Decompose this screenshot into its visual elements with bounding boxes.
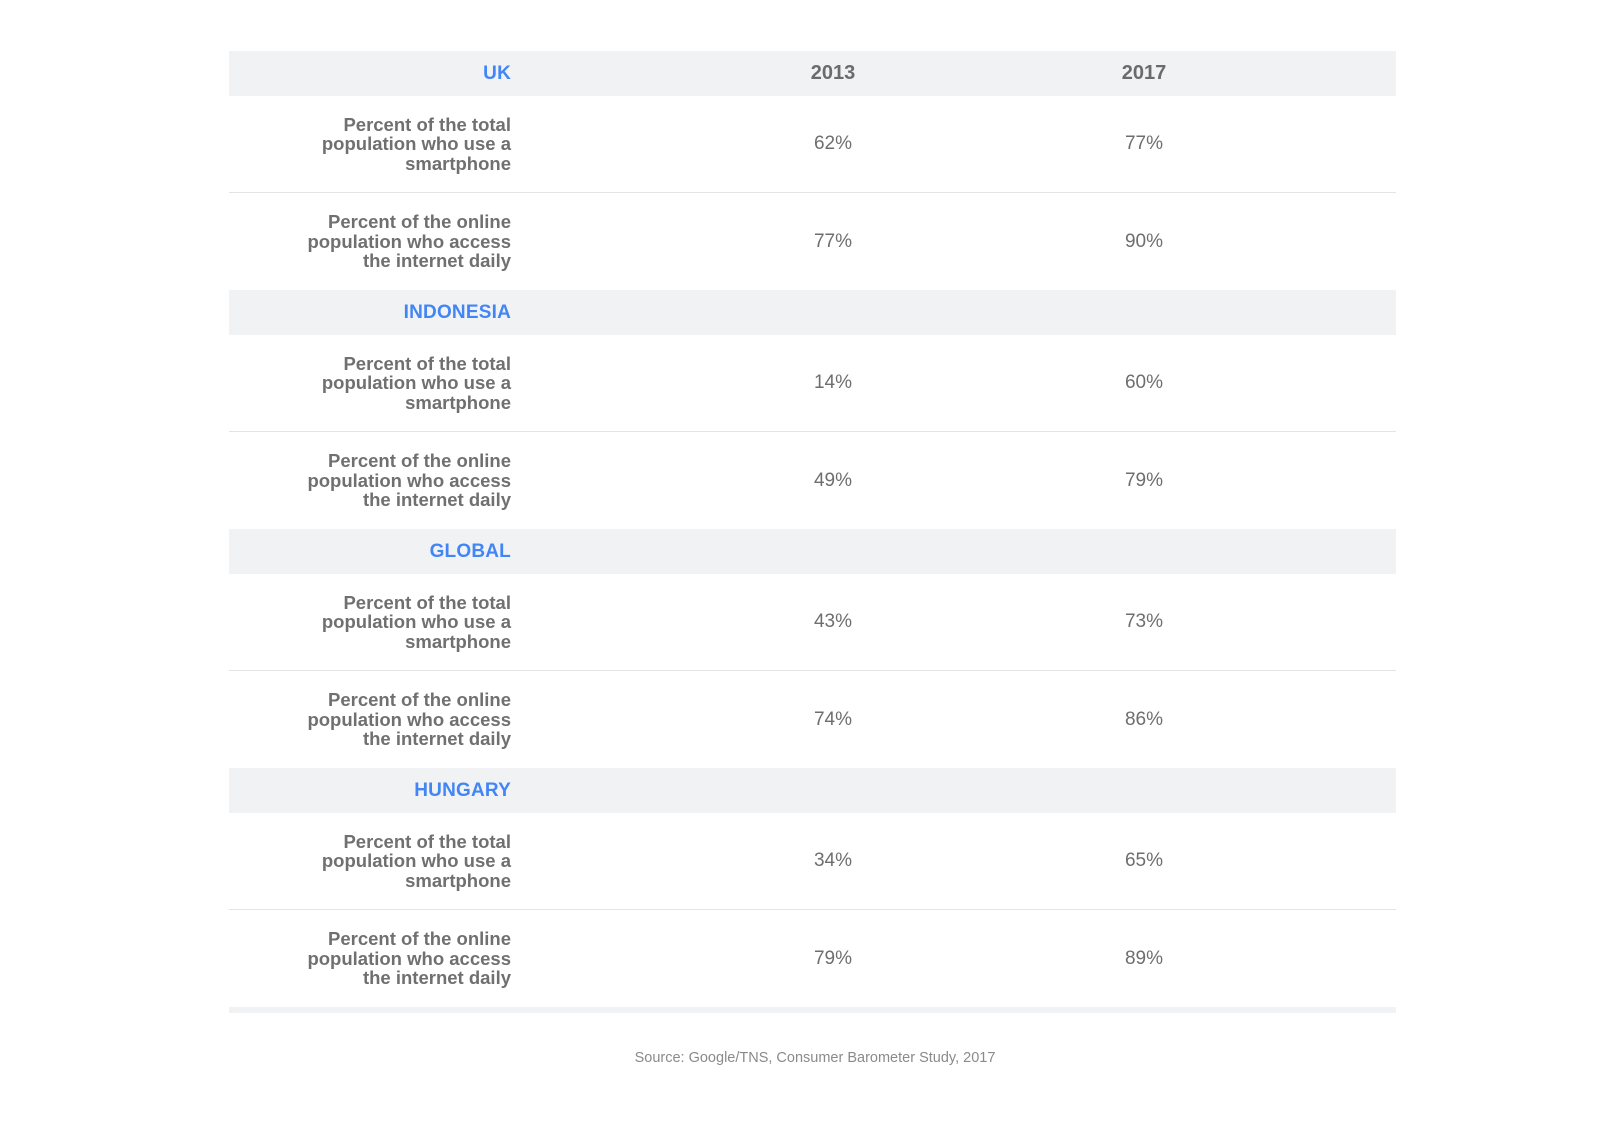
metric-label: Percent of the online population who acce… <box>229 929 511 988</box>
column-header-year: 2017 <box>1121 62 1167 84</box>
value-cell: 89% <box>1124 947 1164 969</box>
metric-label: Percent of the online population who acce… <box>229 690 511 749</box>
metric-label-line: population who use a <box>321 372 511 394</box>
metric-label-line: Percent of the online <box>328 211 511 233</box>
value-cell: 43% <box>813 611 853 632</box>
value-cell: 90% <box>1124 230 1164 252</box>
value-cell: 34% <box>813 850 853 871</box>
table-row: Percent of the total population who use a… <box>229 813 1396 910</box>
metric-label-line: population who use a <box>321 133 511 155</box>
section-header-row: HUNGARY <box>229 768 1396 813</box>
value-cell: 86% <box>1124 708 1164 730</box>
value-cell: 14% <box>813 372 853 393</box>
metric-label: Percent of the total population who use a… <box>229 354 511 413</box>
value-cell: 49% <box>813 469 853 491</box>
data-table: UK 2013 2017 Percent of the total population… <box>229 51 1396 1013</box>
region-label: UK <box>483 62 511 84</box>
table-row: Percent of the total population who use a… <box>229 574 1396 671</box>
metric-label-line: population who use a <box>321 850 511 872</box>
table-row: Percent of the total population who use a… <box>229 335 1396 432</box>
metric-label-line: population who use a <box>321 611 511 633</box>
table-row: Percent of the total population who use a… <box>229 96 1396 193</box>
metric-label: Percent of the online population who acce… <box>229 451 511 510</box>
value-cell: 60% <box>1124 372 1164 393</box>
value-cell: 74% <box>813 708 853 730</box>
metric-label: Percent of the total population who use a… <box>229 832 511 891</box>
region-label: HUNGARY <box>414 779 511 801</box>
metric-label-line: the internet daily <box>362 967 511 989</box>
metric-label-line: population who access <box>307 947 511 969</box>
table-row: Percent of the online population who acce… <box>229 910 1396 1007</box>
metric-label-line: Percent of the online <box>328 450 511 472</box>
table-row: Percent of the online population who acce… <box>229 671 1396 768</box>
metric-label: Percent of the total population who use a… <box>229 115 511 174</box>
table-bottom-bar <box>229 1007 1396 1013</box>
region-label: INDONESIA <box>403 301 511 323</box>
metric-label-line: population who access <box>307 708 511 730</box>
metric-label-line: the internet daily <box>362 250 511 272</box>
column-header-year: 2013 <box>810 62 856 84</box>
metric-label-line: population who access <box>307 230 511 252</box>
region-label: GLOBAL <box>429 540 511 562</box>
value-cell: 62% <box>813 133 853 154</box>
metric-label-line: Percent of the total <box>343 352 511 374</box>
metric-label-line: smartphone <box>405 152 511 174</box>
source-note: Source: Google/TNS, Consumer Barometer S… <box>634 1050 996 1066</box>
metric-label-line: Percent of the total <box>343 113 511 135</box>
section-header-row: UK 2013 2017 <box>229 51 1396 96</box>
value-cell: 73% <box>1124 611 1164 632</box>
section-header-row: INDONESIA <box>229 290 1396 335</box>
metric-label: Percent of the total population who use a… <box>229 593 511 652</box>
section-header-row: GLOBAL <box>229 529 1396 574</box>
metric-label-line: the internet daily <box>362 728 511 750</box>
metric-label-line: Percent of the total <box>343 591 511 613</box>
metric-label-line: population who access <box>307 469 511 491</box>
metric-label-line: smartphone <box>405 391 511 413</box>
metric-label-line: smartphone <box>405 869 511 891</box>
metric-label-line: Percent of the online <box>328 689 511 711</box>
metric-label-line: the internet daily <box>362 489 511 511</box>
table-row: Percent of the online population who acce… <box>229 193 1396 290</box>
metric-label: Percent of the online population who acce… <box>229 212 511 271</box>
value-cell: 65% <box>1124 850 1164 871</box>
value-cell: 77% <box>813 230 853 252</box>
value-cell: 79% <box>1124 469 1164 491</box>
metric-label-line: smartphone <box>405 630 511 652</box>
metric-label-line: Percent of the online <box>328 928 511 950</box>
metric-label-line: Percent of the total <box>343 830 511 852</box>
value-cell: 79% <box>813 947 853 969</box>
value-cell: 77% <box>1124 133 1164 154</box>
table-row: Percent of the online population who acce… <box>229 432 1396 529</box>
